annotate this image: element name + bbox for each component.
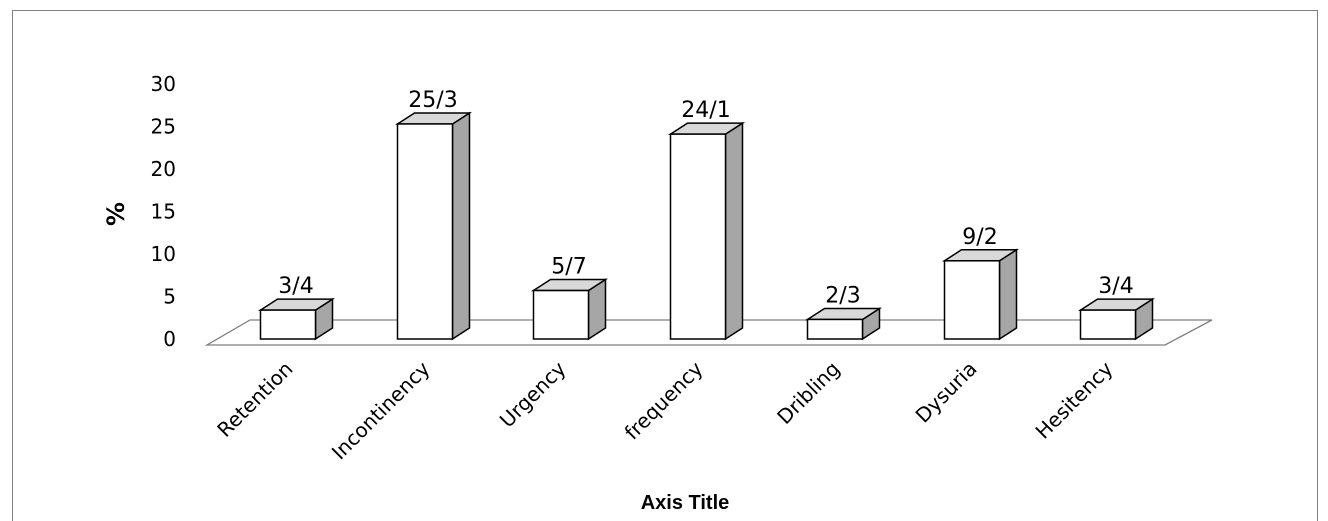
- bar-front: [943, 260, 1001, 340]
- category-label: Dribling: [772, 357, 844, 429]
- bar-front: [1079, 309, 1137, 340]
- bar-front: [806, 318, 864, 340]
- bar: 3/4: [257, 274, 336, 341]
- category-label: Dysuria: [911, 357, 982, 428]
- bar: 5/7: [530, 255, 609, 341]
- y-tick-label: 20: [151, 157, 176, 181]
- y-tick-label: 5: [163, 285, 176, 309]
- bar-front: [259, 309, 317, 340]
- category-label: frequency: [620, 356, 708, 444]
- bar-side: [998, 248, 1018, 341]
- category-label: Incontinency: [327, 356, 435, 464]
- bars: 3/4 25/3 5/7 24/1 2/3 9/2 3/4: [257, 88, 1156, 341]
- category-label: Urgency: [495, 356, 571, 432]
- bar: 25/3: [394, 88, 473, 341]
- y-tick-label: 30: [151, 72, 176, 96]
- category-label: Retention: [212, 357, 297, 442]
- bar-front: [532, 289, 590, 340]
- data-label: 9/2: [962, 225, 997, 250]
- bar: 2/3: [804, 283, 883, 341]
- x-axis-categories: Retention Incontinency Urgency frequency Dri…: [212, 356, 1117, 464]
- bar: 3/4: [1077, 274, 1156, 341]
- bar: 9/2: [941, 225, 1020, 341]
- data-label: 2/3: [825, 283, 860, 308]
- bar-side: [724, 121, 744, 341]
- data-label: 3/4: [278, 274, 313, 299]
- y-tick-label: 25: [151, 115, 176, 139]
- bar: 24/1: [667, 98, 746, 341]
- data-label: 5/7: [551, 255, 586, 280]
- bar-side: [451, 111, 471, 341]
- chart-frame: [12, 10, 1318, 521]
- data-label: 25/3: [408, 88, 457, 113]
- y-tick-label: 15: [151, 200, 176, 224]
- y-axis-label: %: [102, 202, 130, 226]
- y-tick-label: 10: [151, 242, 176, 266]
- bar-front: [396, 123, 454, 340]
- x-axis-label: Axis Title: [641, 492, 730, 514]
- y-axis-ticks: 0 5 10 15 20 25 30: [151, 72, 176, 351]
- y-tick-label: 0: [163, 327, 176, 351]
- bar-front: [669, 133, 727, 340]
- data-label: 3/4: [1098, 274, 1133, 299]
- category-label: Hesitency: [1031, 356, 1118, 443]
- data-label: 24/1: [681, 98, 730, 123]
